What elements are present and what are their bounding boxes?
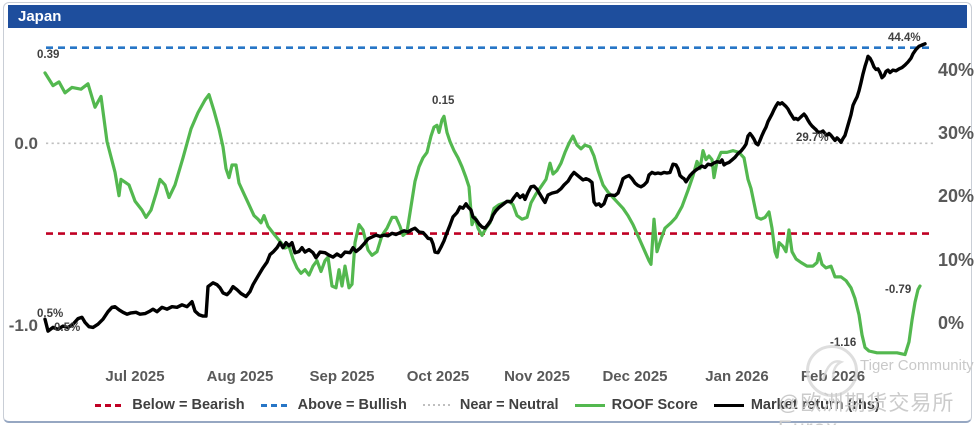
x-axis-label-dec-2025: Dec 2025 — [602, 368, 668, 385]
x-axis-label-jan-2026: Jan 2026 — [705, 368, 769, 385]
x-axis-label-sep-2025: Sep 2025 — [309, 368, 375, 385]
annotation-return-last: 44.4% — [888, 32, 921, 44]
right-axis-tick-20: 20% — [938, 186, 975, 206]
legend-label: Market return (rhs) — [750, 397, 880, 413]
annotation-roof-oct-peak: 0.15 — [432, 95, 455, 107]
legend-item-neutral: Near = Neutral — [422, 397, 559, 413]
chart-title: Japan — [18, 8, 62, 25]
neutral-dotted-line-swatch — [422, 404, 453, 406]
market-return-line-swatch — [713, 403, 744, 407]
chart-legend: Below = Bearish Above = Bullish Near = N… — [0, 397, 975, 413]
annotation-return-start-upper: 0.5% — [37, 308, 64, 320]
tiger-logo-icon — [806, 345, 858, 397]
roof-score-line-swatch — [574, 403, 605, 407]
chart-frame — [3, 2, 972, 423]
legend-label: Below = Bearish — [132, 397, 245, 413]
x-axis-label-aug-2025: Aug 2025 — [206, 368, 274, 385]
right-axis-tick-40: 40% — [938, 60, 975, 80]
legend-item-bearish: Below = Bearish — [95, 397, 245, 413]
legend-label: Near = Neutral — [459, 397, 559, 413]
x-axis-label-nov-2025: Nov 2025 — [504, 368, 570, 385]
right-axis-tick-30: 30% — [938, 123, 975, 143]
market-return-line — [43, 42, 927, 333]
legend-item-market-return: Market return (rhs) — [713, 397, 880, 413]
eurex-publisher-watermark: @欧洲期货交易所Eurex — [778, 392, 955, 425]
x-axis-label-oct-2025: Oct 2025 — [406, 368, 470, 385]
bullish-dashed-line-swatch — [260, 403, 291, 407]
chart-title-bar: Japan — [8, 5, 967, 28]
annotation-roof-start: 0.39 — [37, 49, 60, 61]
annotation-return-pullback: 29.7% — [796, 132, 829, 144]
tiger-community-watermark: Tiger Community — [860, 357, 974, 374]
left-axis-tick-0: 0.0 — [14, 134, 38, 153]
roof-score-line — [43, 71, 922, 357]
bearish-dashed-line-swatch — [95, 403, 126, 407]
left-axis-tick-neg1: -1.0 — [8, 316, 38, 335]
annotation-return-start-lower: 0.5% — [54, 322, 81, 334]
legend-item-bullish: Above = Bullish — [260, 397, 407, 413]
right-axis-tick-10: 10% — [938, 250, 975, 270]
annotation-roof-last: -0.79 — [885, 284, 912, 296]
legend-label: ROOF Score — [611, 397, 698, 413]
right-axis-tick-0: 0% — [938, 313, 965, 333]
legend-item-roof-score: ROOF Score — [574, 397, 698, 413]
x-axis-label-jul-2025: Jul 2025 — [105, 368, 165, 385]
legend-label: Above = Bullish — [297, 397, 407, 413]
